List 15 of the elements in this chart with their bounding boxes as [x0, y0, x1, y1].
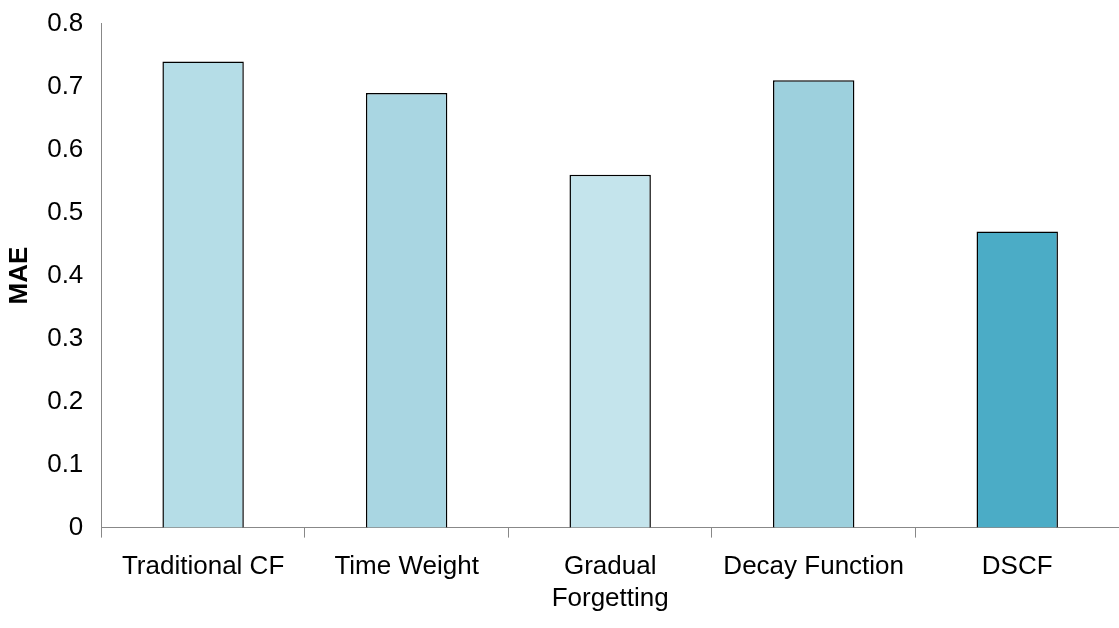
y-tick-label: 0	[68, 510, 84, 541]
y-tick-label: 0.7	[47, 69, 84, 100]
y-tick-label: 0.4	[47, 258, 84, 289]
y-tick-label: 0.6	[47, 132, 84, 163]
y-tick-label: 0.8	[47, 6, 84, 37]
x-tick-label: Traditional CF	[121, 550, 285, 581]
y-axis-title: MAE	[2, 246, 33, 305]
x-tick-label: Gradual Forgetting	[551, 550, 669, 612]
y-tick-label: 0.3	[47, 321, 84, 352]
x-tick-label: Decay Function	[723, 550, 905, 581]
y-tick-label: 0.5	[47, 195, 84, 226]
x-tick-label: Time Weight	[334, 550, 480, 581]
x-tick-label: DSCF	[981, 550, 1053, 581]
y-tick-label: 0.1	[47, 447, 84, 478]
y-tick-label: 0.2	[47, 384, 84, 415]
